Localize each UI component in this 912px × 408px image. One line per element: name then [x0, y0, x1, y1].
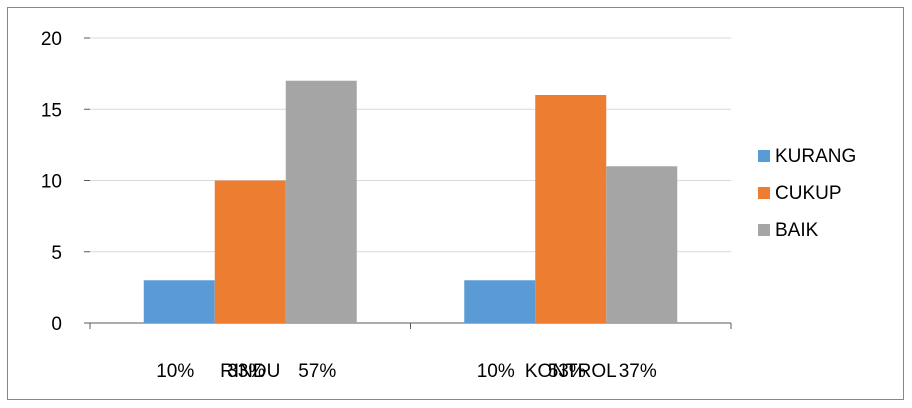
percent-label: 10% [156, 361, 194, 382]
percent-label: 10% [477, 361, 515, 382]
legend-swatch-kurang [758, 150, 770, 162]
x-category-label: RINDU [220, 361, 280, 382]
bar-kurang-rindu [143, 280, 215, 323]
y-tick-label: 5 [51, 243, 62, 264]
bar-cukup-rindu [214, 180, 286, 323]
y-tick-label: 10 [41, 172, 62, 193]
legend-swatch-cukup [758, 187, 770, 199]
bar-cukup-kontrol [535, 95, 607, 323]
percent-label: 33% [227, 361, 265, 382]
legend-label: BAIK [775, 220, 819, 241]
bar-baik-kontrol [606, 166, 678, 323]
bar-baik-rindu [285, 80, 357, 323]
y-axis-ticks: 0 5 10 15 20 [41, 29, 90, 335]
percent-label: 53% [548, 361, 586, 382]
chart-frame [7, 7, 904, 400]
legend-label: KURANG [775, 146, 856, 167]
legend-swatch-baik [758, 224, 770, 236]
axes [89, 322, 732, 329]
percent-label: 37% [619, 361, 657, 382]
x-axis-labels: 10% 33% 57% RINDU 10% 53% 37%KONTROL [156, 361, 657, 382]
y-tick-label: 15 [41, 100, 62, 121]
percent-label: 57% [298, 361, 336, 382]
y-tick-label: 20 [41, 29, 62, 50]
legend: KURANG CUKUP BAIK [758, 146, 856, 241]
y-tick-label: 0 [51, 314, 62, 335]
bar-kurang-kontrol [464, 280, 536, 323]
bars [143, 80, 678, 323]
x-category-label: KONTROL [525, 361, 617, 382]
legend-label: CUKUP [775, 183, 842, 204]
